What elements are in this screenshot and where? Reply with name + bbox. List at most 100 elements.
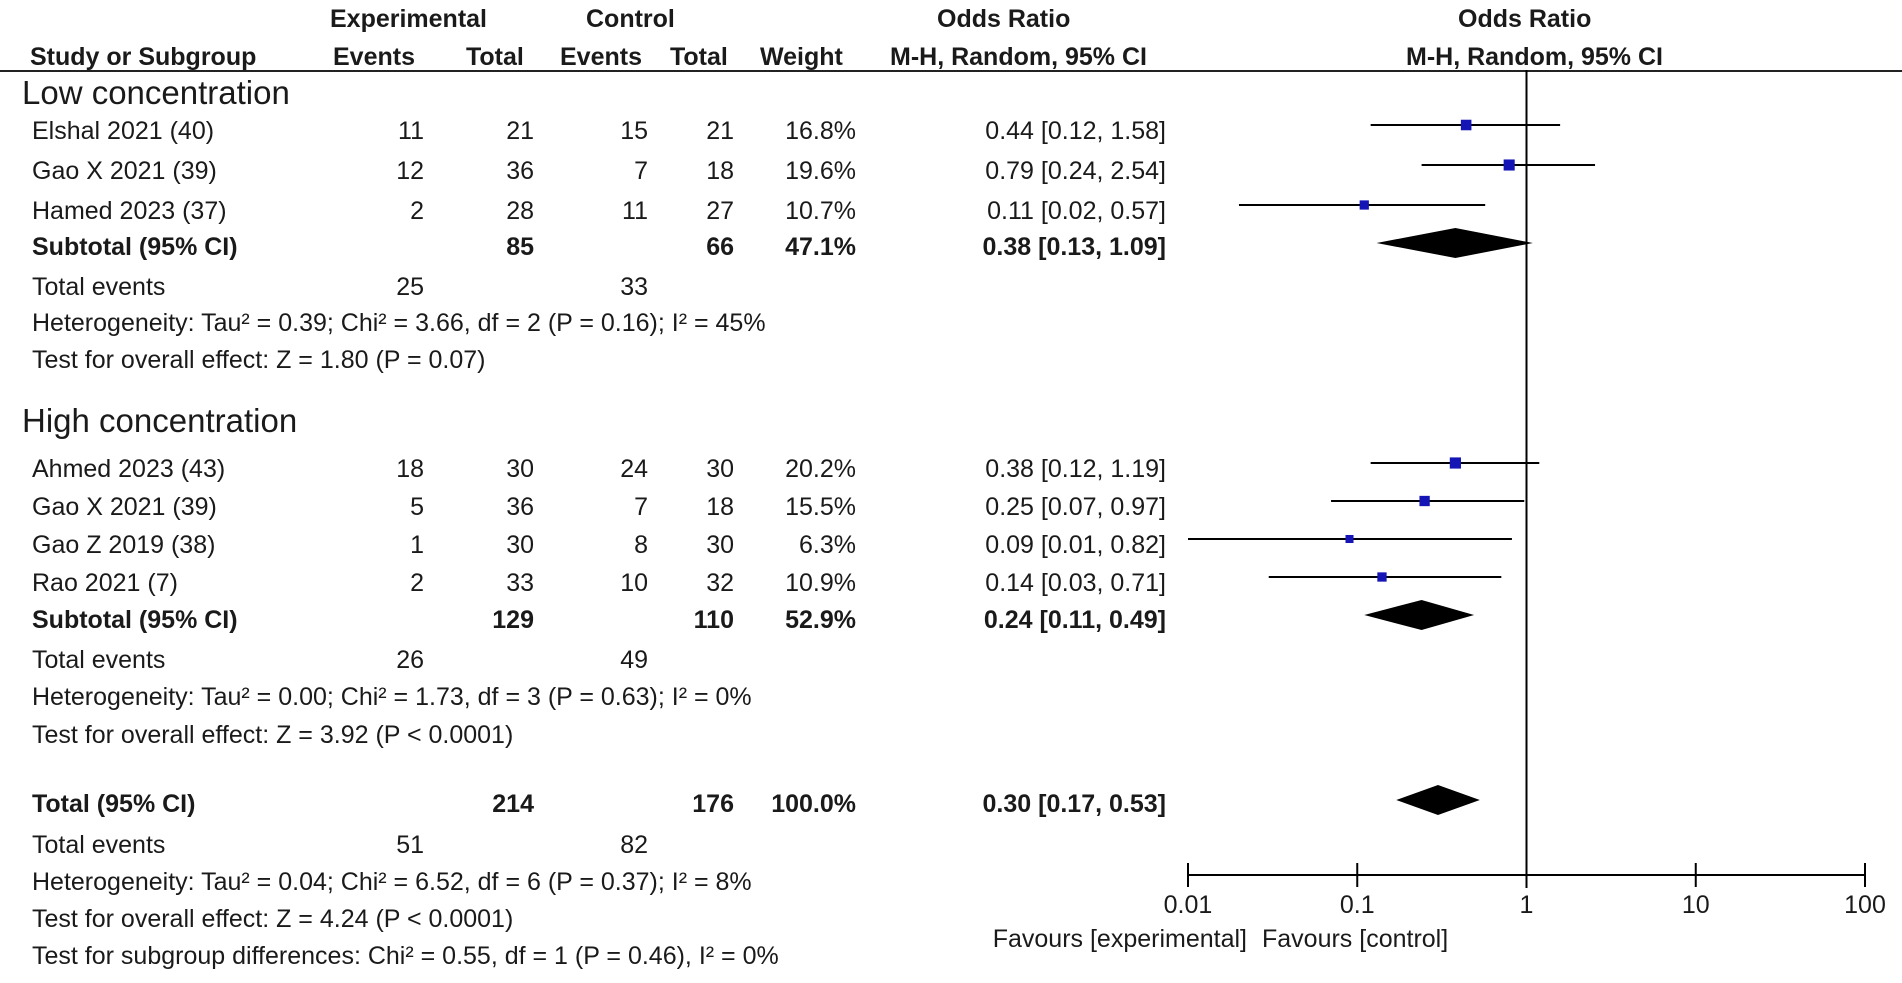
weight: 20.2%: [785, 455, 856, 483]
events-experimental: 5: [410, 493, 424, 521]
weight: 10.7%: [785, 197, 856, 225]
study-name: Rao 2021 (7): [32, 569, 178, 597]
events-label: Total events: [32, 831, 166, 859]
events-experimental: 1: [410, 531, 424, 559]
events-control-sum: 82: [620, 831, 648, 859]
events-experimental-sum: 26: [396, 646, 424, 674]
odds-ratio-ci: 0.44 [0.12, 1.58]: [985, 117, 1166, 145]
subtotal-weight: 47.1%: [785, 233, 856, 261]
total-control: 18: [706, 493, 734, 521]
events-control: 15: [620, 117, 648, 145]
weight: 6.3%: [799, 531, 856, 559]
heterogeneity-text: Heterogeneity: Tau² = 0.04; Chi² = 6.52,…: [32, 868, 752, 896]
events-control: 7: [634, 157, 648, 185]
events-experimental: 2: [410, 197, 424, 225]
point-estimate-marker: [1419, 495, 1430, 507]
x-tick-label: 100: [1844, 891, 1886, 919]
pooled-estimate-diamond: [1364, 600, 1475, 630]
point-estimate-marker: [1503, 159, 1515, 171]
subgroup-title-high: High concentration: [22, 402, 298, 439]
subtotal-total-control: 66: [706, 233, 734, 261]
x-tick-label: 0.1: [1339, 891, 1375, 919]
events-experimental: 2: [410, 569, 424, 597]
total-experimental: 30: [506, 531, 534, 559]
subtotal-weight: 52.9%: [785, 606, 856, 634]
header-study: Study or Subgroup: [30, 43, 257, 71]
events-label: Total events: [32, 273, 166, 301]
total-experimental: 36: [506, 157, 534, 185]
events-control: 11: [622, 197, 648, 225]
events-experimental: 18: [396, 455, 424, 483]
header-odds-ratio-left: Odds Ratio: [937, 5, 1071, 33]
overall-effect-text: Test for overall effect: Z = 3.92 (P < 0…: [32, 721, 514, 749]
weight: 19.6%: [785, 157, 856, 185]
events-control: 8: [634, 531, 648, 559]
weight: 15.5%: [785, 493, 856, 521]
events-experimental: 12: [396, 157, 424, 185]
subtotal-total-control: 110: [693, 606, 734, 634]
total-control: 32: [706, 569, 734, 597]
point-estimate-marker: [1359, 200, 1369, 210]
total-experimental: 33: [506, 569, 534, 597]
total-ci: 0.30 [0.17, 0.53]: [982, 790, 1166, 818]
total-total-experimental: 214: [492, 790, 534, 818]
weight: 10.9%: [785, 569, 856, 597]
point-estimate-marker: [1449, 457, 1461, 469]
pooled-estimate-diamond: [1396, 785, 1480, 815]
subgroup-title-low: Low concentration: [22, 74, 290, 111]
study-name: Ahmed 2023 (43): [32, 455, 226, 483]
odds-ratio-ci: 0.11 [0.02, 0.57]: [987, 197, 1166, 225]
header-total-experimental: Total: [466, 43, 524, 71]
study-name: Gao X 2021 (39): [32, 493, 217, 521]
favours-experimental-label: Favours [experimental]: [992, 925, 1247, 953]
subtotal-label: Subtotal (95% CI): [32, 606, 238, 634]
total-control: 18: [706, 157, 734, 185]
x-tick-label: 10: [1681, 891, 1710, 919]
total-total-control: 176: [692, 790, 734, 818]
subtotal-label: Subtotal (95% CI): [32, 233, 238, 261]
subgroup-differences-text: Test for subgroup differences: Chi² = 0.…: [32, 942, 779, 970]
study-name: Hamed 2023 (37): [32, 197, 227, 225]
study-name: Gao X 2021 (39): [32, 157, 217, 185]
total-weight: 100.0%: [771, 790, 856, 818]
subtotal-total-experimental: 129: [492, 606, 534, 634]
favours-control-label: Favours [control]: [1262, 925, 1449, 953]
events-experimental-sum: 25: [396, 273, 424, 301]
total-experimental: 36: [506, 493, 534, 521]
total-control: 21: [706, 117, 734, 145]
total-control: 27: [706, 197, 734, 225]
events-label: Total events: [32, 646, 166, 674]
events-experimental-sum: 51: [396, 831, 424, 859]
study-name: Gao Z 2019 (38): [32, 531, 216, 559]
odds-ratio-ci: 0.09 [0.01, 0.82]: [985, 531, 1166, 559]
weight: 16.8%: [785, 117, 856, 145]
point-estimate-marker: [1460, 119, 1472, 131]
events-control-sum: 33: [620, 273, 648, 301]
events-control: 10: [620, 569, 648, 597]
pooled-estimate-diamond: [1376, 228, 1533, 258]
odds-ratio-ci: 0.79 [0.24, 2.54]: [985, 157, 1166, 185]
total-experimental: 28: [506, 197, 534, 225]
total-control: 30: [706, 531, 734, 559]
subtotal-ci: 0.24 [0.11, 0.49]: [983, 606, 1166, 634]
events-control: 7: [634, 493, 648, 521]
total-label: Total (95% CI): [32, 790, 196, 818]
total-experimental: 30: [506, 455, 534, 483]
events-control-sum: 49: [620, 646, 648, 674]
overall-effect-text: Test for overall effect: Z = 1.80 (P = 0…: [32, 346, 486, 374]
header-odds-ratio-right: Odds Ratio: [1458, 5, 1592, 33]
header-events-control: Events: [560, 43, 642, 71]
heterogeneity-text: Heterogeneity: Tau² = 0.39; Chi² = 3.66,…: [32, 309, 766, 337]
header-method-left: M-H, Random, 95% CI: [890, 43, 1147, 71]
odds-ratio-ci: 0.38 [0.12, 1.19]: [985, 455, 1166, 483]
x-tick-label: 1: [1519, 891, 1534, 919]
study-name: Elshal 2021 (40): [32, 117, 215, 145]
total-control: 30: [706, 455, 734, 483]
odds-ratio-ci: 0.14 [0.03, 0.71]: [985, 569, 1166, 597]
header-method-right: M-H, Random, 95% CI: [1406, 43, 1663, 71]
point-estimate-marker: [1345, 534, 1354, 544]
x-tick-label: 0.01: [1163, 891, 1213, 919]
header-control: Control: [586, 5, 675, 33]
header-rule: [0, 70, 1902, 72]
